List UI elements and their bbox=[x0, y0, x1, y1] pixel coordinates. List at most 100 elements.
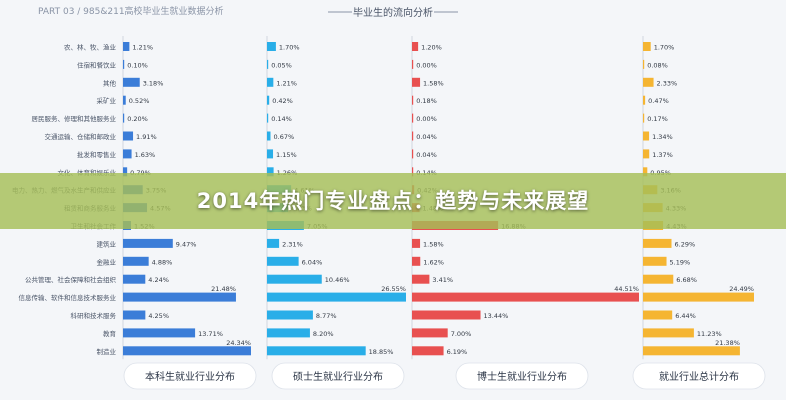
category-label: 信息传输、软件和信息技术服务业 bbox=[19, 293, 117, 302]
data-label: 3.18% bbox=[143, 79, 164, 87]
data-label: 4.24% bbox=[148, 276, 169, 284]
bar bbox=[267, 59, 269, 69]
data-label: 0.04% bbox=[416, 133, 437, 141]
data-label: 0.95% bbox=[650, 169, 671, 177]
bar bbox=[267, 77, 274, 87]
bar bbox=[643, 310, 673, 320]
data-label: 44.51% bbox=[614, 285, 639, 293]
category-label: 教育 bbox=[103, 329, 117, 338]
bar bbox=[123, 238, 173, 248]
data-label: 0.00% bbox=[416, 61, 437, 69]
data-label: 0.47% bbox=[648, 97, 669, 105]
bar bbox=[123, 310, 146, 320]
bar bbox=[412, 95, 414, 105]
bar bbox=[412, 292, 639, 302]
data-label: 24.34% bbox=[226, 339, 251, 347]
bar bbox=[267, 167, 274, 177]
data-label: 0.10% bbox=[127, 61, 148, 69]
data-label: 0.52% bbox=[129, 97, 150, 105]
data-label: 13.44% bbox=[484, 312, 509, 320]
data-label: 0.14% bbox=[416, 169, 437, 177]
bar bbox=[643, 59, 645, 69]
data-label: 18.85% bbox=[369, 348, 394, 356]
chart-title-pill bbox=[271, 362, 405, 390]
data-label: 1.63% bbox=[135, 151, 156, 159]
bar bbox=[267, 95, 270, 105]
data-label: 26.55% bbox=[381, 285, 406, 293]
bar bbox=[123, 274, 146, 284]
bar bbox=[412, 113, 414, 123]
category-label: 科研和技术服务 bbox=[71, 311, 117, 320]
bar bbox=[643, 77, 654, 87]
bar bbox=[267, 346, 366, 356]
bar bbox=[643, 167, 648, 177]
bar bbox=[123, 113, 125, 123]
bar bbox=[267, 42, 276, 51]
bar bbox=[123, 131, 134, 141]
chart-title: 就业行业总计分布 bbox=[659, 370, 739, 383]
bar bbox=[267, 274, 322, 284]
bar bbox=[267, 256, 299, 266]
bar bbox=[267, 131, 271, 141]
data-label: 13.71% bbox=[198, 330, 223, 338]
data-label: 0.42% bbox=[272, 97, 293, 105]
data-label: 1.58% bbox=[423, 79, 444, 87]
data-label: 1.70% bbox=[654, 44, 675, 52]
bar bbox=[267, 113, 269, 123]
data-label: 5.19% bbox=[670, 258, 691, 266]
data-label: 2.33% bbox=[657, 79, 678, 87]
data-label: 0.20% bbox=[127, 115, 148, 123]
data-label: 11.23% bbox=[697, 330, 722, 338]
bar bbox=[412, 149, 414, 159]
data-label: 6.19% bbox=[447, 348, 468, 356]
bar bbox=[123, 328, 196, 338]
category-label: 制造业 bbox=[97, 347, 117, 356]
bar bbox=[643, 131, 650, 141]
data-label: 0.00% bbox=[416, 115, 437, 123]
data-label: 1.91% bbox=[136, 133, 157, 141]
bar bbox=[412, 238, 421, 248]
data-label: 1.34% bbox=[652, 133, 673, 141]
banner-overlay: 2014年热门专业盘点：趋势与未来展望 bbox=[0, 173, 786, 229]
chart-title: 博士生就业行业分布 bbox=[477, 370, 567, 383]
data-label: 7.00% bbox=[451, 330, 472, 338]
data-label: 1.58% bbox=[423, 240, 444, 248]
data-label: 8.20% bbox=[313, 330, 334, 338]
bar bbox=[123, 167, 128, 177]
data-label: 0.17% bbox=[647, 115, 668, 123]
bar bbox=[123, 149, 132, 159]
bar bbox=[267, 238, 280, 248]
data-label: 1.15% bbox=[276, 151, 297, 159]
data-label: 6.44% bbox=[675, 312, 696, 320]
bar bbox=[123, 59, 125, 69]
bar bbox=[267, 310, 313, 320]
chart-title: 硕士生就业行业分布 bbox=[293, 370, 383, 383]
bar bbox=[643, 346, 740, 356]
bar bbox=[643, 149, 650, 159]
bar bbox=[643, 256, 667, 266]
data-label: 0.18% bbox=[416, 97, 437, 105]
data-label: 4.88% bbox=[152, 258, 173, 266]
data-label: 21.48% bbox=[211, 285, 236, 293]
bar bbox=[412, 59, 414, 69]
data-label: 1.20% bbox=[421, 44, 442, 52]
data-label: 1.21% bbox=[132, 44, 153, 52]
bar bbox=[267, 328, 310, 338]
category-label: 批发和零售业 bbox=[77, 150, 117, 159]
chart-title-pill bbox=[455, 362, 589, 390]
data-label: 3.41% bbox=[432, 276, 453, 284]
data-label: 6.68% bbox=[676, 276, 697, 284]
bar bbox=[412, 131, 414, 141]
banner-title: 2014年热门专业盘点：趋势与未来展望 bbox=[196, 189, 590, 213]
bar bbox=[643, 292, 754, 302]
data-label: 0.14% bbox=[271, 115, 292, 123]
data-label: 8.77% bbox=[316, 312, 337, 320]
bar bbox=[412, 256, 421, 266]
bar bbox=[412, 42, 419, 51]
bar bbox=[412, 346, 444, 356]
bar bbox=[123, 95, 126, 105]
bar bbox=[643, 238, 672, 248]
bar bbox=[123, 346, 251, 356]
data-label: 2.31% bbox=[282, 240, 303, 248]
